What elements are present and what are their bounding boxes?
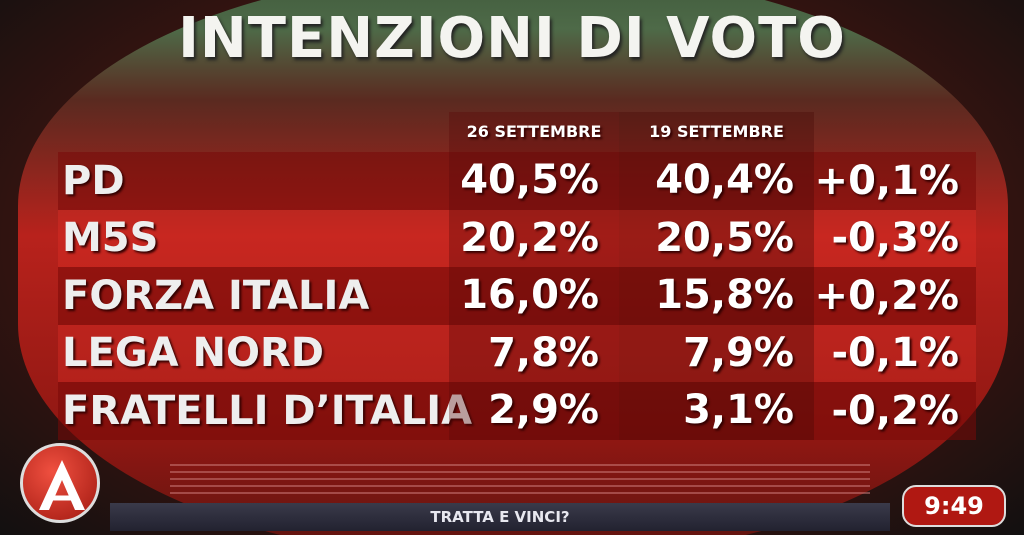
cell: 20,2% (449, 209, 619, 267)
cell: 2,9% (449, 382, 619, 440)
cell: 40,5% (449, 152, 619, 210)
cell: -0,2% (831, 387, 959, 434)
ticker: TRATTA E VINCI? (110, 503, 890, 531)
table-row: LEGA NORD 7,8% 7,9% -0,1% (58, 324, 976, 382)
table-row: FRATELLI D’ITALIA 2,9% 3,1% -0,2% (58, 382, 976, 440)
column-header: 26 SETTEMBRE (449, 112, 619, 152)
cell: 3,1% (619, 382, 814, 440)
cell: 20,5% (619, 209, 814, 267)
party-name: LEGA NORD (62, 330, 325, 377)
table-row: M5S 20,2% 20,5% -0,3% (58, 209, 976, 267)
cell: -0,3% (831, 215, 959, 262)
clock: 9:49 (902, 485, 1006, 527)
cell: 40,4% (619, 152, 814, 210)
cell: 15,8% (619, 267, 814, 325)
column-header: 19 SETTEMBRE (619, 112, 814, 152)
cell: -0,1% (831, 330, 959, 377)
channel-logo (20, 443, 100, 523)
cell: +0,1% (814, 157, 959, 204)
party-name: M5S (62, 215, 159, 262)
party-name: FRATELLI D’ITALIA (62, 387, 473, 434)
party-name: FORZA ITALIA (62, 272, 370, 319)
fine-print (170, 464, 870, 498)
poll-table: 26 SETTEMBRE 19 SETTEMBRE PD 40,5% 40,4% +0… (58, 112, 976, 440)
cell: 7,9% (619, 324, 814, 382)
table-row: PD 40,5% 40,4% +0,1% (58, 152, 976, 210)
cell: 16,0% (449, 267, 619, 325)
table-header: 26 SETTEMBRE 19 SETTEMBRE (58, 112, 976, 152)
title: INTENZIONI DI VOTO (178, 6, 846, 71)
cell: +0,2% (814, 272, 959, 319)
logo-icon (39, 460, 85, 510)
table-row: FORZA ITALIA 16,0% 15,8% +0,2% (58, 267, 976, 325)
party-name: PD (62, 157, 125, 204)
cell: 7,8% (449, 324, 619, 382)
